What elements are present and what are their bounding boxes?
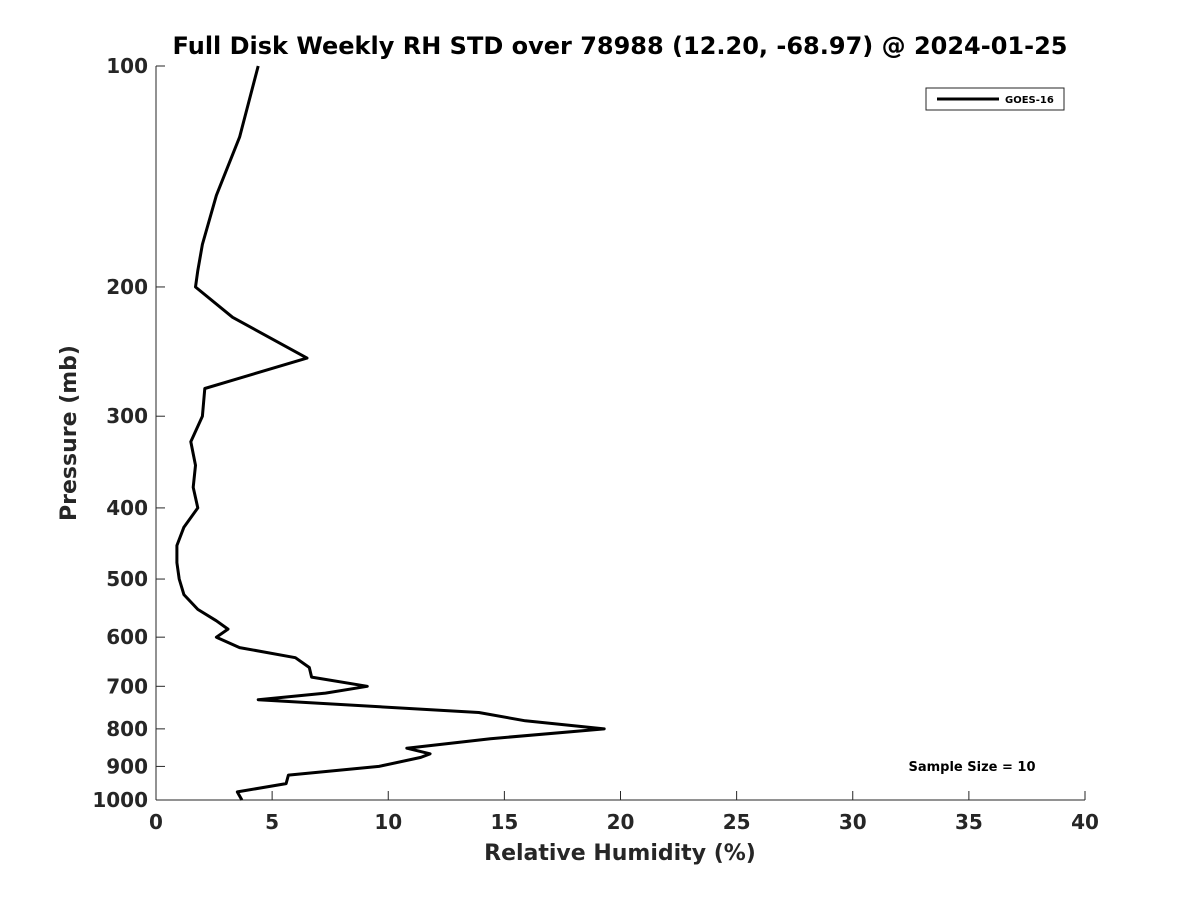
y-tick-label: 400 — [106, 496, 148, 520]
y-tick-label: 500 — [106, 567, 148, 591]
x-tick-label: 15 — [490, 810, 518, 834]
legend-label: GOES-16 — [1005, 95, 1054, 106]
y-axis-label: Pressure (mb) — [57, 345, 82, 521]
y-tick-label: 100 — [106, 54, 148, 78]
x-tick-label: 5 — [265, 810, 279, 834]
x-tick-label: 30 — [839, 810, 867, 834]
y-tick-label: 700 — [106, 674, 148, 698]
y-tick-label: 1000 — [92, 788, 148, 812]
x-axis-label: Relative Humidity (%) — [484, 841, 756, 866]
series-line — [175, 65, 606, 801]
x-tick-label: 0 — [149, 810, 163, 834]
x-tick-label: 25 — [723, 810, 751, 834]
x-tick-label: 20 — [607, 810, 635, 834]
plot-area — [155, 65, 1085, 801]
chart-title: Full Disk Weekly RH STD over 78988 (12.2… — [173, 32, 1068, 60]
x-tick-label: 35 — [955, 810, 983, 834]
y-tick-label: 900 — [106, 754, 148, 778]
x-axis-ticks: 0 5 10 15 20 25 30 35 40 — [149, 791, 1099, 834]
y-tick-label: 800 — [106, 717, 148, 741]
legend: GOES-16 — [925, 87, 1065, 111]
x-tick-label: 40 — [1071, 810, 1099, 834]
y-tick-label: 600 — [106, 625, 148, 649]
y-tick-label: 300 — [106, 404, 148, 428]
y-tick-label: 200 — [106, 275, 148, 299]
y-axis-ticks: 100 200 300 400 500 600 700 800 900 1000 — [92, 54, 165, 812]
sample-size-annotation: Sample Size = 10 — [908, 760, 1035, 775]
x-tick-label: 10 — [374, 810, 402, 834]
